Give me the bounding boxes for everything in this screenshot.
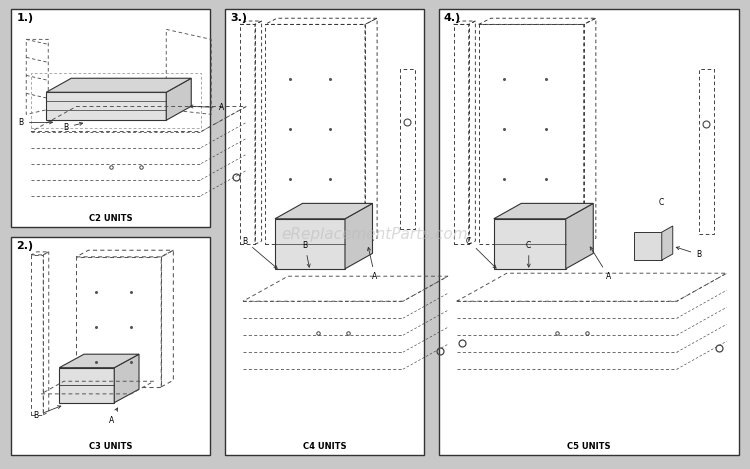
Text: B: B	[19, 118, 53, 127]
Text: B: B	[302, 241, 310, 267]
Polygon shape	[59, 368, 114, 403]
Polygon shape	[59, 354, 139, 368]
Text: C5 UNITS: C5 UNITS	[567, 442, 610, 451]
Bar	[225, 9, 424, 455]
Text: C: C	[526, 241, 531, 267]
Polygon shape	[46, 78, 191, 92]
Text: C2 UNITS: C2 UNITS	[88, 214, 132, 223]
Polygon shape	[275, 204, 373, 219]
Text: A: A	[109, 408, 118, 424]
Text: eReplacementParts.com: eReplacementParts.com	[282, 227, 468, 242]
Polygon shape	[634, 232, 662, 260]
Text: B: B	[34, 406, 61, 420]
Text: 3.): 3.)	[230, 14, 247, 23]
Text: 2.): 2.)	[16, 241, 33, 251]
Text: 1.): 1.)	[16, 14, 33, 23]
Text: C3 UNITS: C3 UNITS	[89, 442, 132, 451]
Text: C: C	[466, 236, 496, 268]
Polygon shape	[46, 92, 166, 120]
Bar	[11, 9, 210, 227]
Bar	[439, 9, 739, 455]
Polygon shape	[494, 204, 593, 219]
Text: A: A	[590, 247, 611, 281]
Text: B: B	[64, 122, 82, 132]
Polygon shape	[166, 78, 191, 120]
Polygon shape	[275, 219, 345, 269]
Bar	[11, 237, 210, 455]
Polygon shape	[494, 219, 566, 269]
Polygon shape	[114, 354, 139, 403]
Text: C4 UNITS: C4 UNITS	[302, 442, 346, 451]
Text: B: B	[242, 236, 278, 268]
Polygon shape	[345, 204, 373, 269]
Text: A: A	[368, 248, 377, 281]
Text: A: A	[190, 103, 224, 112]
Polygon shape	[662, 226, 673, 260]
Polygon shape	[566, 204, 593, 269]
Text: 4.): 4.)	[444, 14, 461, 23]
Text: B: B	[676, 247, 701, 259]
Text: C: C	[658, 198, 664, 207]
